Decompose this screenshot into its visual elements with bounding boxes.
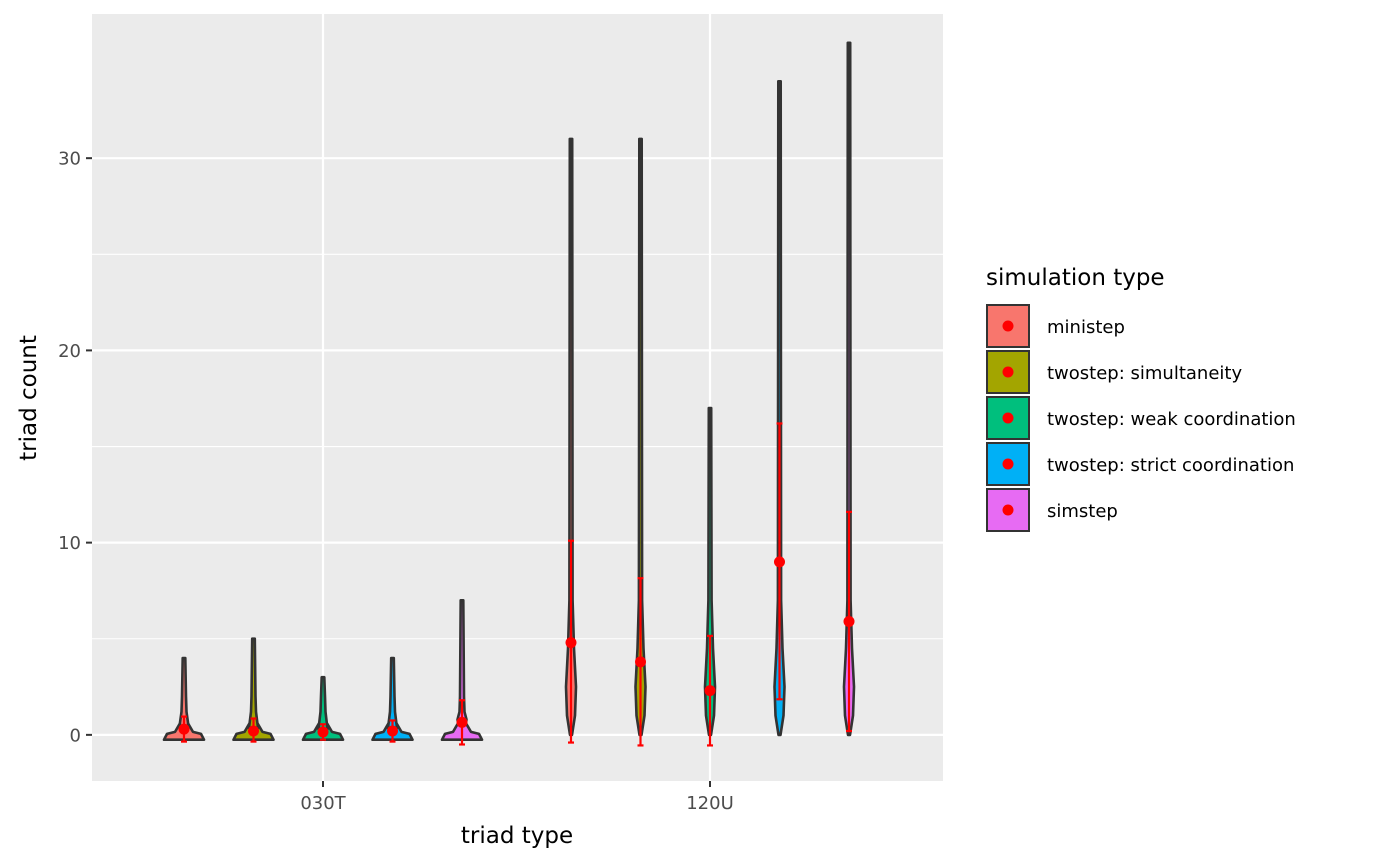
violin [440, 599, 484, 741]
y-tick-label: 10 [58, 533, 81, 554]
violin [232, 637, 275, 741]
mean-point [774, 556, 785, 568]
legend-key-point [1002, 366, 1014, 378]
legend-label: twostep: weak coordination [1047, 409, 1296, 430]
y-tick-label: 20 [58, 341, 81, 362]
violin [773, 80, 786, 737]
y-tick-label: 30 [58, 149, 81, 170]
legend-title: simulation type [986, 265, 1165, 291]
mean-point [704, 685, 716, 697]
legend-label: twostep: simultaneity [1047, 363, 1242, 384]
error-bars [178, 422, 855, 747]
mean-point [248, 725, 259, 737]
violin [703, 406, 717, 737]
legend-label: twostep: strict coordination [1047, 455, 1294, 476]
y-axis: 0 10 20 30 [58, 149, 92, 746]
violin [634, 137, 647, 737]
legend-key-point [1002, 412, 1014, 424]
violin [564, 137, 578, 737]
legend-key-point [1002, 458, 1014, 470]
mean-point [387, 725, 398, 737]
mean-point [456, 716, 468, 728]
mean-point [843, 615, 855, 627]
violin [371, 656, 414, 741]
legend-key-point [1002, 504, 1014, 516]
violin [842, 41, 856, 737]
violin [301, 675, 345, 741]
x-axis: 030T 120U [300, 781, 734, 814]
mean-point [635, 656, 646, 668]
legend-key-point [1002, 320, 1014, 332]
y-axis-title: triad count [16, 335, 42, 461]
violins [162, 41, 856, 741]
x-tick-label: 030T [300, 793, 346, 814]
mean-point [317, 726, 329, 738]
y-tick-label: 0 [70, 725, 81, 746]
legend-label: ministep [1047, 317, 1125, 338]
plot-panel [92, 14, 943, 781]
x-axis-title: triad type [461, 823, 573, 849]
legend-label: simstep [1047, 501, 1118, 522]
legend: simulation type ministep twostep: simulta… [986, 265, 1296, 532]
mean-point [178, 723, 190, 735]
x-tick-label: 120U [686, 793, 734, 814]
mean-point [565, 637, 577, 649]
legend-key [986, 442, 1030, 486]
violin [162, 656, 206, 741]
